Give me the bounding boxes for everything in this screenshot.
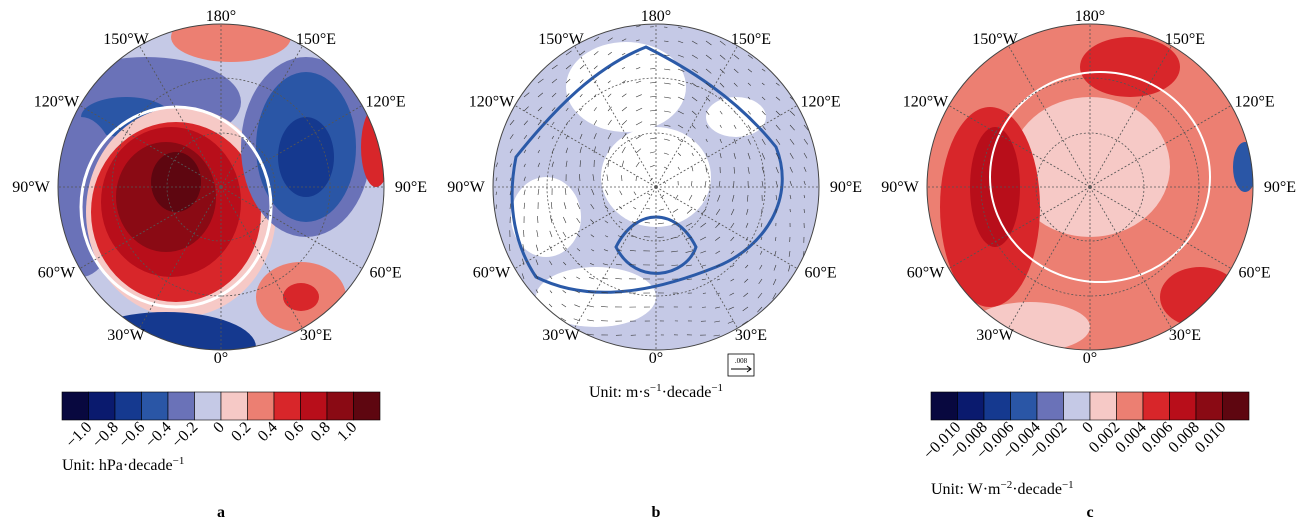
colorbar-tick-label: 1.0: [334, 419, 360, 445]
longitude-label: 60°W: [907, 265, 945, 282]
unit-exponent: −1: [1062, 479, 1074, 491]
unit-exponent: −1: [711, 382, 723, 394]
longitude-label: 30°W: [542, 327, 580, 344]
colorbar-tick-label: 0.6: [281, 419, 307, 445]
colorbar-cell: [1090, 392, 1117, 420]
unit-exponent: −1: [173, 455, 185, 467]
unit-text: Unit: m·s: [589, 384, 650, 401]
longitude-label: 150°W: [538, 31, 584, 48]
longitude-label: 0°: [214, 350, 228, 367]
unit-label: Unit: W·m−2·decade−1: [931, 479, 1074, 498]
colorbar-tick-label: 0: [1079, 419, 1097, 437]
longitude-label: 30°E: [735, 327, 767, 344]
longitude-label: 150°E: [1165, 31, 1205, 48]
longitude-label: 150°E: [296, 31, 336, 48]
colorbar-cell: [958, 392, 985, 420]
colorbar-cell: [274, 392, 301, 420]
longitude-label: 90°W: [881, 179, 919, 196]
colorbar-cell: [1064, 392, 1091, 420]
colorbar-tick-label: 0.2: [228, 419, 254, 445]
colorbar-tick-label: 0.010: [1192, 419, 1229, 456]
colorbar-tick-label: −0.4: [142, 419, 175, 452]
longitude-label: 120°W: [469, 94, 515, 111]
colorbar-cell: [1037, 392, 1064, 420]
longitude-label: 90°W: [12, 179, 50, 196]
unit-label: Unit: m·s−1·decade−1: [589, 382, 723, 401]
figure: .008 180° 150°E 120°E 90°E 60°E 30°E 0° 30°W 60°…: [0, 0, 1302, 523]
longitude-label: 0°: [1083, 350, 1097, 367]
unit-exponent: −2: [1000, 479, 1012, 491]
colorbar-cell: [1170, 392, 1197, 420]
colorbar-cell: [1011, 392, 1038, 420]
longitude-label: 0°: [649, 350, 663, 367]
colorbar-tick-label: 0.4: [255, 419, 281, 445]
longitude-label: 60°W: [38, 265, 76, 282]
vector-key-label: .008: [735, 357, 748, 365]
longitude-label: 90°E: [1264, 179, 1296, 196]
longitude-label: 150°W: [972, 31, 1018, 48]
colorbar-cell: [168, 392, 195, 420]
longitude-label: 30°W: [107, 327, 145, 344]
colorbar-cell: [248, 392, 275, 420]
map-b: [493, 24, 819, 350]
colorbar-cell: [1196, 392, 1223, 420]
colorbar-cell: [1143, 392, 1170, 420]
longitude-label: 60°W: [473, 265, 511, 282]
unit-label: Unit: hPa·decade−1: [62, 455, 184, 474]
longitude-label: 60°E: [1238, 265, 1270, 282]
longitude-label: 30°E: [1169, 327, 1201, 344]
unit-text: ·decade: [1012, 481, 1062, 498]
unit-exponent: −1: [650, 382, 662, 394]
panel-letter: b: [652, 504, 661, 521]
colorbar-cell: [301, 392, 328, 420]
unit-text: Unit: hPa·decade: [62, 457, 173, 474]
colorbar-cell: [115, 392, 142, 420]
longitude-label: 90°E: [395, 179, 427, 196]
page: {"panels": [ {"letter": "a", "lon_labels…: [0, 0, 1302, 523]
map-a: [41, 12, 391, 382]
longitude-label: 60°E: [804, 265, 836, 282]
colorbar-tick-label: 0.8: [308, 419, 334, 445]
map-c: [927, 24, 1257, 352]
colorbar-tick-label: −0.2: [169, 419, 202, 452]
longitude-label: 90°E: [830, 179, 862, 196]
longitude-label: 180°: [206, 8, 236, 25]
colorbar-cell: [221, 392, 248, 420]
longitude-label: 60°E: [369, 265, 401, 282]
panel-letter: c: [1086, 504, 1093, 521]
colorbar-cell: [195, 392, 222, 420]
longitude-label: 120°W: [34, 94, 80, 111]
longitude-label: 180°: [1075, 8, 1105, 25]
longitude-label: 120°E: [1234, 94, 1274, 111]
longitude-label: 120°E: [365, 94, 405, 111]
longitude-label: 90°W: [447, 179, 485, 196]
longitude-label: 30°W: [976, 327, 1014, 344]
longitude-label: 180°: [641, 8, 671, 25]
colorbar-cell: [931, 392, 958, 420]
panel-letter: a: [217, 504, 225, 521]
colorbar-cell: [62, 392, 89, 420]
longitude-label: 150°W: [103, 31, 149, 48]
longitude-label: 120°E: [800, 94, 840, 111]
colorbar-tick-label: 0: [210, 419, 228, 437]
unit-text: ·decade: [662, 384, 712, 401]
colorbar-cell: [354, 392, 381, 420]
longitude-label: 30°E: [300, 327, 332, 344]
colorbar-tick-label: −1.0: [63, 419, 96, 452]
unit-text: Unit: W·m: [931, 481, 1001, 498]
longitude-label: 150°E: [731, 31, 771, 48]
longitude-label: 120°W: [903, 94, 949, 111]
colorbar-cell: [984, 392, 1011, 420]
colorbar-cell: [89, 392, 116, 420]
colorbar-cell: [327, 392, 354, 420]
colorbar-cell: [1117, 392, 1144, 420]
colorbar-cell: [1223, 392, 1250, 420]
colorbar-cell: [142, 392, 169, 420]
colorbar-tick-label: −0.8: [89, 419, 122, 452]
colorbar-tick-label: −0.6: [116, 419, 149, 452]
